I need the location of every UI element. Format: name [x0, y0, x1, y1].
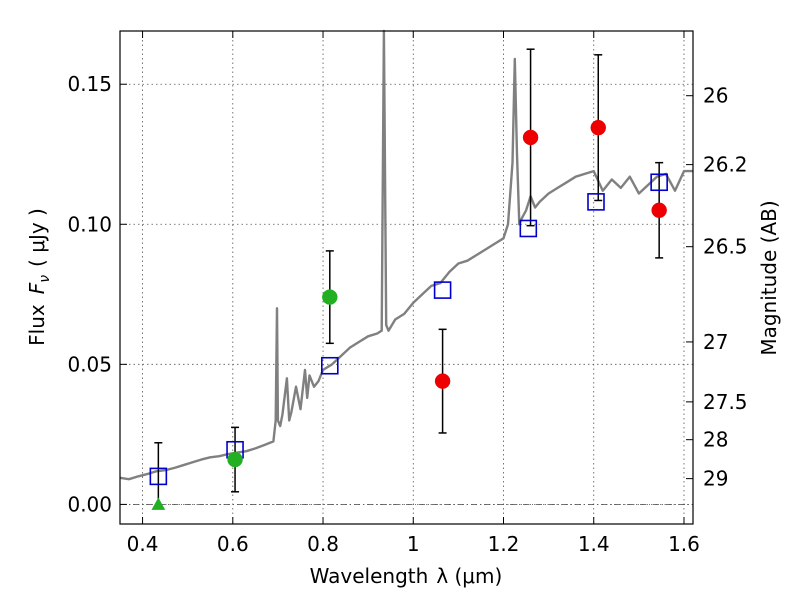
model-photometry-square	[587, 193, 605, 211]
y-tick-label: 0.00	[67, 492, 112, 516]
magnitude-tick-label: 26.5	[703, 235, 748, 259]
x-tick-label: 0.4	[127, 532, 159, 556]
model-spectrum-line	[119, 29, 693, 481]
data-markers-layer	[149, 48, 668, 510]
magnitude-tick-label: 26.2	[703, 153, 748, 177]
model-photometry-square	[320, 356, 339, 375]
magnitude-tick-label: 29	[703, 467, 728, 491]
x-tick-label: 0.8	[307, 532, 339, 556]
nir-detection-point	[651, 202, 667, 219]
y-axis-label: FluxFν( μJy )	[25, 208, 53, 346]
x-tick-label: 1.4	[578, 532, 610, 556]
optical-detection-point	[322, 289, 338, 305]
model-photometry-square	[519, 219, 538, 238]
optical-detection-point	[227, 451, 243, 468]
x-tick-label: 0.6	[217, 532, 249, 556]
x-tick-label: 1	[407, 532, 420, 556]
model-photometry-square	[149, 467, 168, 486]
axis-ticks: 0.4 0.6 0.8 1 1.2 1.4 1.6 0.00 0.05 0.10 0.15 26 26.…	[67, 31, 748, 556]
plot-frame	[119, 30, 694, 525]
magnitude-tick-label: 28	[703, 428, 728, 452]
nir-detection-point	[434, 373, 451, 389]
magnitude-tick-label: 27.5	[703, 390, 748, 414]
model-spectrum-layer	[119, 29, 693, 481]
grid-lines	[120, 31, 693, 524]
x-tick-label: 1.6	[668, 532, 700, 556]
magnitude-tick-label: 27	[703, 330, 728, 354]
magnitude-tick-label: 26	[703, 84, 728, 108]
upper-limit-triangle	[151, 497, 166, 510]
model-photometry-square	[433, 281, 452, 299]
x-tick-label: 1.2	[488, 532, 520, 556]
y2-axis-label: Magnitude (AB)	[757, 200, 781, 355]
model-photometry-square	[650, 173, 668, 192]
y-tick-label: 0.05	[67, 352, 112, 376]
nir-detection-point	[590, 119, 607, 136]
x-axis-label: Wavelength λ (μm)	[310, 564, 503, 588]
y-tick-label: 0.10	[67, 212, 112, 236]
y-tick-label: 0.15	[67, 72, 112, 96]
axis-labels: Wavelength λ (μm) FluxFν( μJy ) Magnitude…	[25, 200, 781, 588]
nir-detection-point	[522, 129, 539, 146]
